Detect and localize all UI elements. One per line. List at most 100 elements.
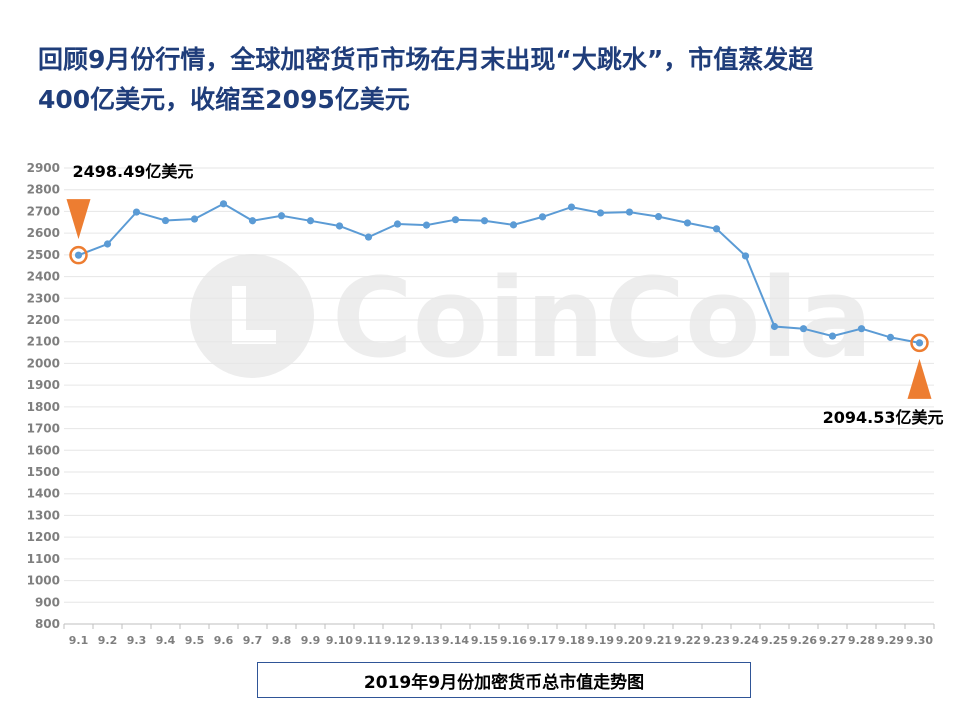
arrow-down-icon [66, 199, 91, 240]
y-tick-label: 2300 [27, 291, 60, 305]
x-tick-label: 9.18 [558, 634, 585, 647]
y-tick-label: 1700 [27, 422, 60, 436]
watermark-logo-mark [232, 286, 276, 344]
y-tick-label: 2600 [27, 226, 60, 240]
y-tick-label: 2500 [27, 248, 60, 262]
y-tick-label: 1500 [27, 465, 60, 479]
x-tick-label: 9.13 [413, 634, 440, 647]
y-tick-label: 900 [35, 595, 60, 609]
annotation-end-label: 2094.53亿美元 [823, 408, 944, 427]
headline-line-1: 回顾9月份行情，全球加密货币市场在月末出现“大跳水”，市值蒸发超 [38, 45, 814, 74]
x-tick-label: 9.21 [645, 634, 672, 647]
data-point [509, 221, 518, 229]
data-point [190, 215, 199, 223]
y-tick-label: 1100 [27, 552, 60, 566]
x-tick-label: 9.5 [185, 634, 205, 647]
annotation-start-label: 2498.49亿美元 [73, 162, 194, 181]
x-tick-label: 9.25 [761, 634, 788, 647]
coincola-watermark: CoinCola [190, 254, 873, 382]
chart-title: 2019年9月份加密货币总市值走势图 [363, 672, 645, 693]
data-point [132, 208, 141, 216]
data-point [538, 213, 547, 221]
y-tick-label: 2400 [27, 270, 60, 284]
data-point [451, 216, 460, 224]
x-tick-label: 9.29 [877, 634, 904, 647]
y-tick-label: 1900 [27, 378, 60, 392]
data-point [103, 240, 112, 248]
x-tick-label: 9.16 [500, 634, 527, 647]
y-tick-label: 800 [35, 617, 60, 631]
data-point [74, 251, 83, 259]
y-tick-label: 1300 [27, 508, 60, 522]
x-tick-label: 9.20 [616, 634, 643, 647]
data-point [915, 339, 924, 347]
data-point [886, 333, 895, 341]
headline-line-2: 400亿美元，收缩至2095亿美元 [38, 85, 410, 114]
series-layer [74, 200, 924, 347]
chart-grid [63, 167, 935, 629]
data-point [277, 212, 286, 220]
data-point [364, 233, 373, 241]
data-point [625, 208, 634, 216]
x-tick-label: 9.26 [790, 634, 817, 647]
arrow-up-icon [907, 358, 932, 399]
y-tick-label: 1000 [27, 574, 60, 588]
y-axis-ticks: 800 900 1000 1100 1200 1300 1400 1500 1600 1700 18… [27, 161, 60, 631]
data-point [335, 222, 344, 230]
x-tick-label: 9.27 [819, 634, 846, 647]
x-tick-label: 9.17 [529, 634, 556, 647]
x-tick-label: 9.10 [326, 634, 353, 647]
x-tick-label: 9.2 [98, 634, 118, 647]
x-tick-label: 9.24 [732, 634, 759, 647]
highlight-ring-start [69, 245, 88, 265]
data-point [770, 322, 779, 331]
data-point [596, 209, 605, 217]
data-point [219, 200, 228, 208]
x-tick-label: 9.28 [848, 634, 875, 647]
y-tick-label: 1600 [27, 443, 60, 457]
data-point [393, 220, 402, 228]
x-tick-label: 9.15 [471, 634, 498, 647]
data-point [828, 332, 837, 340]
data-point [161, 216, 170, 225]
data-point [741, 252, 750, 260]
data-point [248, 217, 257, 225]
watermark-text: CoinCola [332, 254, 873, 382]
x-tick-label: 9.4 [156, 634, 176, 647]
x-tick-label: 9.12 [384, 634, 411, 647]
headline: 回顾9月份行情，全球加密货币市场在月末出现“大跳水”，市值蒸发超 400亿美元，… [38, 40, 938, 120]
x-axis-ticks: 9.1 9.2 9.3 9.4 9.5 9.6 9.7 9.8 9.9 9.10 9.11 9.12 9… [69, 634, 934, 647]
x-tick-label: 9.1 [69, 634, 89, 647]
y-tick-label: 1400 [27, 487, 60, 501]
y-tick-label: 2100 [27, 335, 60, 349]
x-tick-label: 9.23 [703, 634, 730, 647]
y-tick-label: 2900 [27, 161, 60, 175]
annotation-layer: 2498.49亿美元 2094.53亿美元 [66, 162, 944, 427]
x-tick-label: 9.3 [127, 634, 147, 647]
y-tick-label: 1800 [27, 400, 60, 414]
x-tick-label: 9.8 [272, 634, 292, 647]
x-tick-label: 9.19 [587, 634, 614, 647]
y-tick-label: 2000 [27, 356, 60, 370]
y-tick-label: 2700 [27, 204, 60, 218]
x-tick-label: 9.6 [214, 634, 234, 647]
data-point [712, 225, 721, 233]
y-tick-label: 2200 [27, 313, 60, 327]
x-tick-label: 9.7 [243, 634, 263, 647]
y-tick-label: 2800 [27, 183, 60, 197]
x-tick-label: 9.30 [906, 634, 933, 647]
data-point [422, 221, 431, 229]
data-point [306, 217, 315, 225]
watermark-logo-icon [190, 254, 314, 378]
x-tick-label: 9.14 [442, 634, 469, 647]
data-point [654, 213, 663, 221]
data-point [799, 325, 808, 333]
y-tick-label: 1200 [27, 530, 60, 544]
x-tick-label: 9.11 [355, 634, 382, 647]
x-tick-label: 9.22 [674, 634, 701, 647]
x-tick-label: 9.9 [301, 634, 321, 647]
data-point [857, 325, 866, 333]
data-point [480, 217, 489, 225]
data-point [567, 203, 576, 211]
